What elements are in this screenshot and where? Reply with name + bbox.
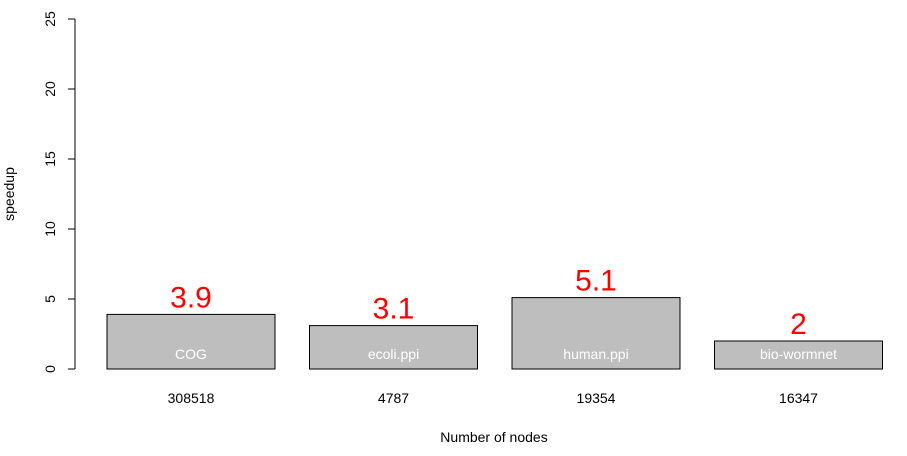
- x-axis-title: Number of nodes: [440, 429, 547, 445]
- bar-name-label: bio-wormnet: [760, 346, 837, 362]
- x-tick-label: 308518: [168, 390, 215, 406]
- data-value-label: 3.1: [373, 293, 415, 326]
- x-tick-labels: 308518 4787 19354 16347: [168, 390, 819, 406]
- bar-name-label: COG: [175, 346, 207, 362]
- y-tick-label: 15: [42, 151, 58, 167]
- x-tick-label: 19354: [577, 390, 616, 406]
- bar-name-label: human.ppi: [563, 346, 628, 362]
- y-tick-label: 10: [42, 221, 58, 237]
- y-tick-label: 0: [42, 365, 58, 373]
- bar-name-label: ecoli.ppi: [368, 346, 419, 362]
- bar: [106, 313, 276, 370]
- x-tick-label: 16347: [779, 390, 818, 406]
- data-value-label: 3.9: [170, 281, 212, 314]
- y-tick-label: 20: [42, 81, 58, 97]
- data-value-label: 2: [790, 308, 807, 341]
- bar: [714, 340, 883, 370]
- y-axis-title: speedup: [1, 167, 17, 221]
- bar: [309, 325, 478, 370]
- y-tick-label: 5: [42, 295, 58, 303]
- y-axis: 0 5 10 15 20 25: [42, 11, 76, 373]
- data-value-label: 5.1: [575, 265, 617, 298]
- bars-group: COG 3.9 ecoli.ppi 3.1 human.ppi 5.1 bio-wormne…: [106, 265, 883, 370]
- x-tick-label: 4787: [378, 390, 409, 406]
- bar: [511, 297, 681, 370]
- y-tick-label: 25: [42, 11, 58, 27]
